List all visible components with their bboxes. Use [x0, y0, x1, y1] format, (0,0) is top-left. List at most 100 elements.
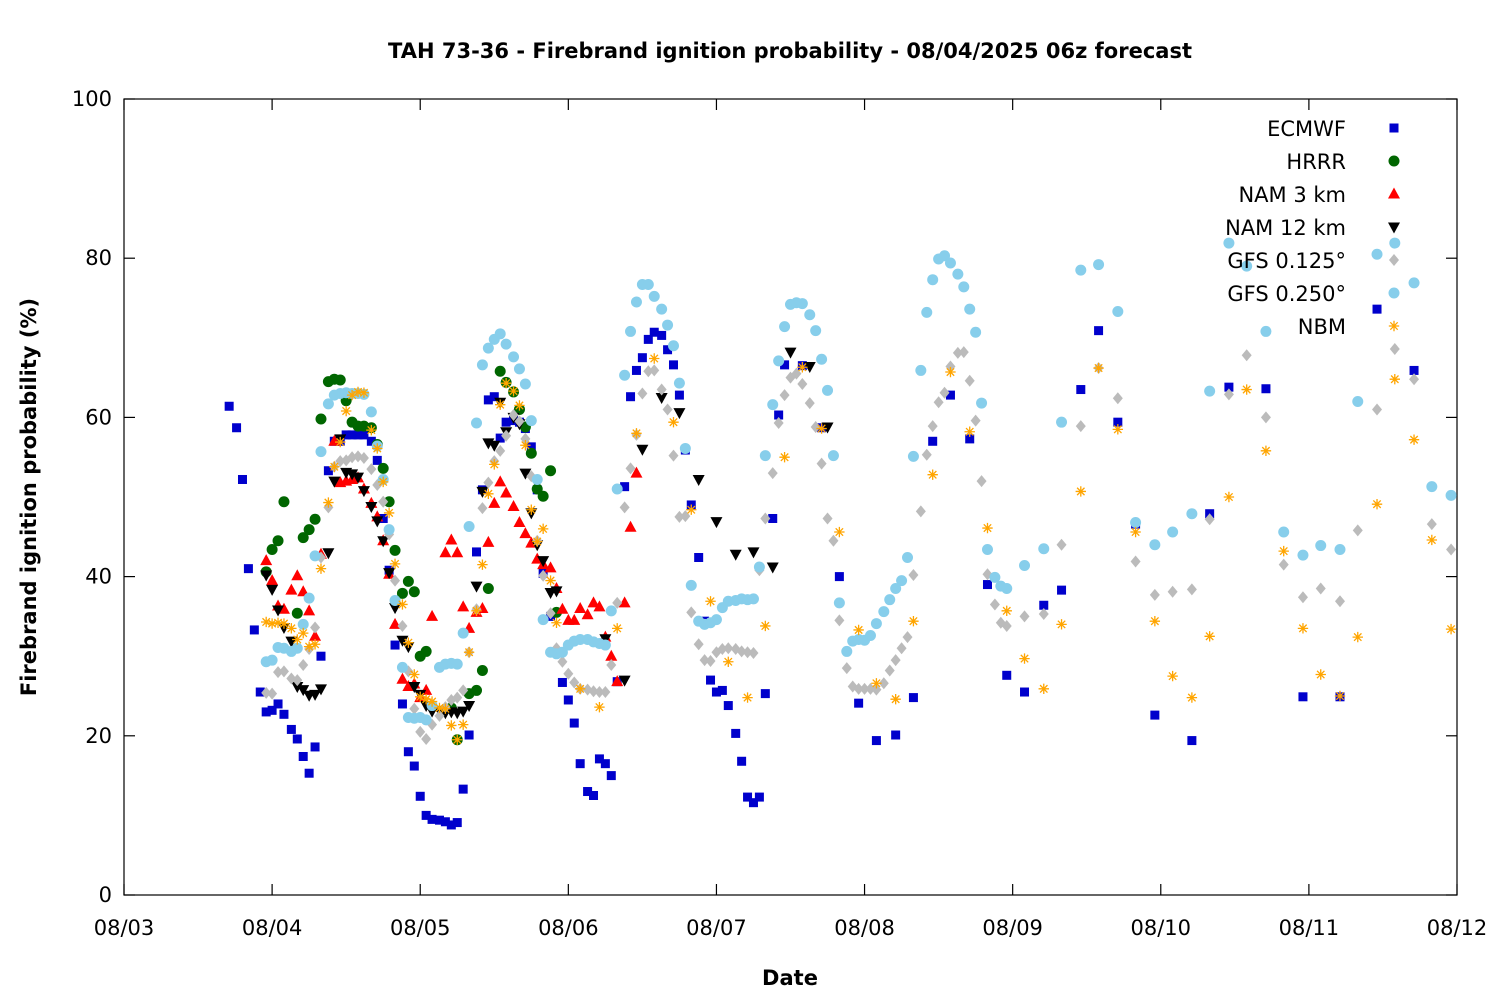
data-point-ecmwf [649, 327, 659, 337]
data-point-nbm [1019, 653, 1030, 664]
data-point-ecmwf [249, 625, 259, 635]
data-point-nbm [1445, 623, 1457, 635]
legend-label-nam-3-km: NAM 3 km [1238, 183, 1346, 207]
legend-marker-hrrr [1388, 155, 1400, 167]
data-point-gfs-0-125 [834, 614, 845, 627]
data-point-gfs-0-125 [458, 684, 469, 697]
data-point-gfs-0-125 [656, 383, 667, 396]
data-point-nbm [1260, 445, 1272, 457]
data-point-gfs-0-125 [557, 655, 568, 668]
data-point-gfs-0-125 [421, 732, 432, 745]
data-point-nbm [1130, 526, 1141, 538]
data-point-gfs-0-250 [878, 606, 890, 618]
data-point-ecmwf [372, 455, 382, 465]
data-point-nbm [352, 386, 364, 398]
data-point-gfs-0-250 [1186, 508, 1198, 520]
chart-title: TAH 73-36 - Firebrand ignition probabili… [388, 39, 1192, 63]
data-point-gfs-0-250 [519, 378, 531, 390]
data-point-ecmwf [232, 423, 242, 433]
data-point-nam-12-km [260, 570, 273, 582]
data-point-nam-12-km [729, 549, 742, 561]
data-point-ecmwf [1261, 384, 1271, 394]
data-point-gfs-0-250 [297, 618, 309, 630]
data-point-ecmwf [945, 390, 955, 400]
data-point-gfs-0-250 [827, 450, 839, 462]
data-point-ecmwf [403, 747, 413, 757]
data-point-ecmwf [768, 513, 778, 523]
data-point-gfs-0-250 [779, 321, 791, 333]
data-point-ecmwf [279, 709, 289, 719]
data-point-hrrr [266, 544, 278, 556]
data-point-ecmwf [871, 736, 881, 746]
data-point-gfs-0-125 [797, 377, 808, 390]
data-point-ecmwf [663, 345, 673, 355]
data-point-nbm [292, 634, 303, 645]
data-point-ecmwf [359, 430, 369, 440]
data-point-gfs-0-125 [637, 387, 648, 400]
data-point-nam-12-km [673, 408, 686, 420]
y-tick-label: 80 [85, 246, 112, 270]
data-point-gfs-0-125 [1204, 513, 1215, 526]
data-point-nam-12-km [396, 635, 409, 647]
data-point-gfs-0-125 [1130, 555, 1141, 568]
data-point-ecmwf [1002, 670, 1012, 680]
data-point-ecmwf [427, 814, 437, 824]
data-point-gfs-0-250 [804, 309, 816, 321]
data-point-nam-3-km [488, 496, 501, 508]
data-point-nam-12-km [463, 701, 476, 713]
data-point-gfs-0-250 [958, 281, 970, 293]
data-point-nbm [309, 639, 321, 650]
data-point-nbm [574, 683, 586, 695]
data-point-nam-3-km [618, 596, 631, 608]
data-point-gfs-0-125 [452, 691, 463, 704]
data-point-ecmwf [637, 353, 647, 363]
data-point-ecmwf [891, 730, 901, 740]
data-point-nbm [1389, 373, 1400, 385]
data-point-nbm [890, 693, 901, 705]
data-point-ecmwf [589, 791, 599, 800]
data-point-nbm [477, 559, 488, 570]
data-point-ecmwf [366, 436, 376, 446]
data-point-ecmwf [711, 687, 721, 697]
data-point-gfs-0-125 [970, 414, 981, 427]
data-point-nam-3-km [593, 600, 606, 612]
data-point-gfs-0-250 [531, 473, 543, 485]
data-point-nam-12-km [766, 562, 779, 574]
data-point-gfs-0-250 [944, 257, 956, 269]
data-point-gfs-0-125 [1186, 583, 1197, 596]
x-tick-label: 08/04 [242, 916, 303, 940]
data-point-gfs-0-250 [662, 319, 674, 331]
data-point-nbm [1352, 631, 1363, 643]
data-point-nam-3-km [457, 600, 470, 612]
data-point-ecmwf [304, 768, 314, 778]
data-point-gfs-0-250 [322, 398, 334, 410]
data-point-nbm [415, 691, 426, 702]
data-point-gfs-0-125 [1149, 588, 1160, 601]
data-point-gfs-0-125 [298, 658, 309, 671]
data-point-ecmwf [674, 390, 684, 400]
data-point-gfs-0-125 [1241, 349, 1252, 362]
data-point-nam-3-km [285, 583, 298, 595]
series-layer [224, 237, 1457, 830]
data-point-nam-3-km [445, 533, 458, 545]
data-point-nbm [1426, 534, 1438, 546]
data-point-nbm [372, 443, 383, 454]
data-point-hrrr [396, 587, 408, 599]
data-point-nam-3-km [611, 675, 624, 687]
data-point-ecmwf [378, 513, 388, 523]
data-point-gfs-0-125 [1075, 420, 1086, 433]
data-point-gfs-0-125 [1056, 538, 1067, 551]
data-point-nbm [537, 523, 549, 535]
data-point-ecmwf [600, 759, 610, 769]
data-point-ecmwf [310, 742, 320, 752]
data-point-gfs-0-250 [648, 290, 660, 302]
data-point-nbm [1408, 434, 1420, 445]
data-point-gfs-0-125 [853, 682, 864, 695]
data-point-nbm [779, 452, 790, 463]
data-point-gfs-0-125 [358, 451, 369, 464]
x-tick-label: 08/12 [1427, 916, 1488, 940]
data-point-nbm [266, 618, 278, 629]
data-point-gfs-0-125 [390, 574, 401, 587]
data-point-hrrr [389, 544, 401, 556]
data-point-nam-12-km [636, 444, 649, 456]
